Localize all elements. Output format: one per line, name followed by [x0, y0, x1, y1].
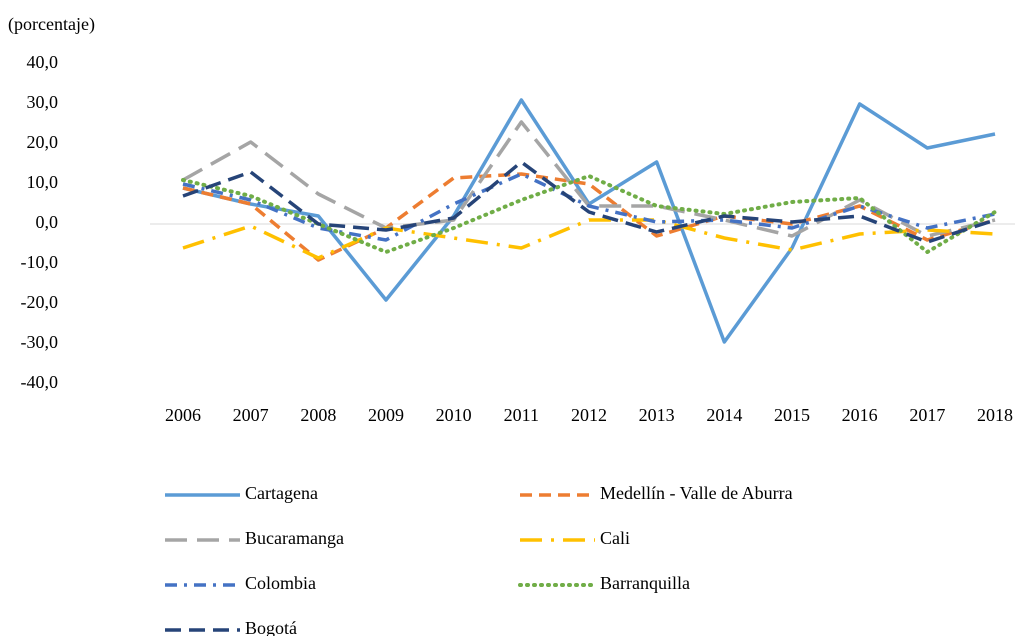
- legend-label: Cali: [600, 528, 630, 548]
- legend-label: Medellín - Valle de Aburra: [600, 483, 793, 503]
- y-axis-label: (porcentaje): [8, 14, 95, 35]
- y-tick-label: -40,0: [21, 372, 59, 392]
- x-tick-label: 2007: [233, 405, 269, 425]
- y-tick-label: 20,0: [27, 132, 59, 152]
- y-tick-label: -10,0: [21, 252, 59, 272]
- x-tick-label: 2009: [368, 405, 404, 425]
- x-tick-label: 2016: [842, 405, 878, 425]
- x-tick-label: 2006: [165, 405, 201, 425]
- series-line: [182, 172, 996, 262]
- y-tick-label: 40,0: [27, 52, 59, 72]
- x-tick-label: 2013: [639, 405, 675, 425]
- x-tick-label: 2015: [774, 405, 810, 425]
- legend-label: Bogotá: [245, 618, 297, 636]
- y-tick-label: 30,0: [27, 92, 59, 112]
- x-tick-label: 2011: [504, 405, 539, 425]
- y-tick-label: 0,0: [36, 212, 59, 232]
- y-tick-label: -30,0: [21, 332, 59, 352]
- x-tick-label: 2014: [706, 405, 742, 425]
- series-line: [182, 172, 996, 242]
- y-tick-label: 10,0: [27, 172, 59, 192]
- legend-label: Cartagena: [245, 483, 318, 503]
- legend-label: Colombia: [245, 573, 316, 593]
- legend-label: Barranquilla: [600, 573, 690, 593]
- series-line: [182, 218, 996, 260]
- y-tick-label: -20,0: [21, 292, 59, 312]
- series-line: [182, 160, 996, 244]
- x-tick-label: 2017: [909, 405, 945, 425]
- x-tick-label: 2018: [977, 405, 1013, 425]
- x-tick-label: 2008: [300, 405, 336, 425]
- legend-label: Bucaramanga: [245, 528, 344, 548]
- x-tick-label: 2012: [571, 405, 607, 425]
- x-tick-label: 2010: [436, 405, 472, 425]
